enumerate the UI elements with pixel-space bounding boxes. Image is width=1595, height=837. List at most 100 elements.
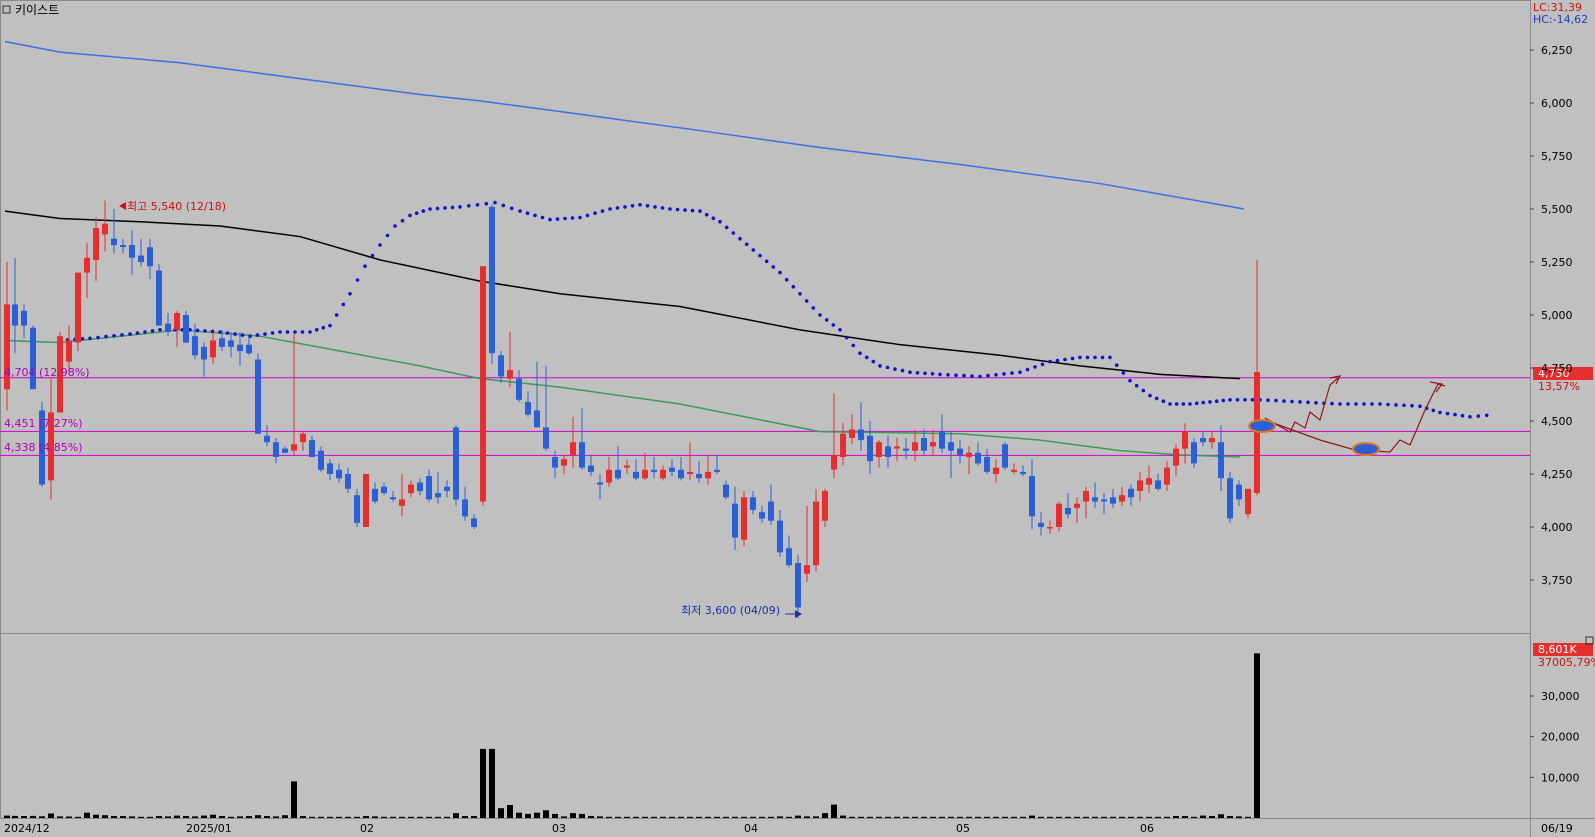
- parabolic-sar-dot: [378, 243, 382, 247]
- parabolic-sar-dot: [962, 373, 966, 378]
- price-tick-label: 5,250: [1541, 256, 1573, 269]
- parabolic-sar-dot: [851, 343, 856, 348]
- candle-body: [813, 501, 819, 566]
- parabolic-sar-dot: [509, 206, 514, 211]
- candle-body: [1038, 522, 1044, 527]
- volume-bar: [1128, 816, 1134, 818]
- volume-bar: [399, 816, 405, 818]
- volume-bar: [1236, 816, 1242, 818]
- volume-bar: [525, 813, 531, 818]
- date-tick-2024-12: 2024/12: [4, 822, 50, 835]
- window-toggle-icon[interactable]: [2, 5, 11, 14]
- volume-bar: [741, 816, 747, 818]
- candle-body: [84, 257, 90, 273]
- candle-body: [1137, 480, 1143, 491]
- volume-bar: [948, 816, 954, 818]
- candle-body: [1101, 499, 1107, 502]
- candle-body: [282, 448, 288, 453]
- candle-body: [1065, 507, 1071, 515]
- parabolic-sar-dot: [1154, 396, 1159, 401]
- candle-body: [336, 469, 342, 479]
- volume-bar: [453, 813, 459, 818]
- parabolic-sar-dot: [1100, 355, 1105, 360]
- volume-bar: [786, 816, 792, 818]
- parabolic-sar-dot: [1282, 399, 1286, 403]
- volume-bar: [867, 816, 873, 818]
- candle-body: [732, 503, 738, 538]
- volume-bar: [219, 816, 225, 818]
- volume-bar: [777, 816, 783, 818]
- parabolic-sar-dot: [188, 328, 192, 332]
- volume-bar: [102, 815, 108, 818]
- candle-body: [363, 474, 369, 527]
- volume-bar: [669, 816, 675, 818]
- parabolic-sar-dot: [1085, 355, 1090, 360]
- parabolic-sar-dot: [864, 355, 869, 360]
- candle-body: [129, 245, 135, 258]
- parabolic-sar-dot: [1208, 400, 1212, 404]
- level-label-1: 4,704 (12.98%): [4, 366, 90, 379]
- level-label-2: 4,451 (7.27%): [4, 417, 83, 430]
- parabolic-sar-dot: [321, 325, 326, 330]
- volume-bar: [687, 816, 693, 818]
- volume-bar: [111, 816, 117, 818]
- volume-bar: [255, 815, 261, 818]
- volume-bar: [1227, 816, 1233, 818]
- candle-body: [804, 565, 810, 574]
- parabolic-sar-dot: [1394, 403, 1398, 407]
- candle-body: [66, 340, 72, 362]
- parabolic-sar-dot: [1228, 398, 1232, 402]
- parabolic-sar-dot: [1214, 399, 1219, 404]
- candle-body: [1164, 467, 1170, 485]
- candle-body: [705, 471, 711, 479]
- parabolic-sar-dot: [764, 259, 769, 264]
- candle-body: [426, 476, 432, 500]
- parabolic-sar-dot: [450, 205, 455, 210]
- parabolic-sar-dot: [1476, 414, 1481, 418]
- volume-bar: [57, 816, 63, 818]
- volume-pane-close-icon[interactable]: [1585, 636, 1594, 645]
- volume-bar: [507, 805, 513, 818]
- parabolic-sar-dot: [1386, 402, 1390, 407]
- parabolic-sar-dot: [645, 204, 650, 208]
- parabolic-sar-dot: [771, 265, 776, 269]
- candle-body: [192, 336, 198, 356]
- price-tick-label: 3,750: [1541, 574, 1573, 587]
- lc-indicator: LC:31,39: [1533, 1, 1582, 14]
- volume-bar: [273, 816, 279, 818]
- candle-body: [885, 446, 891, 457]
- parabolic-sar-dot: [270, 331, 275, 335]
- parabolic-sar-dot: [1033, 365, 1037, 369]
- parabolic-sar-dot: [493, 200, 497, 205]
- candle-body: [264, 435, 270, 443]
- volume-bar: [120, 816, 126, 818]
- candle-body: [273, 442, 279, 457]
- parabolic-sar-dot: [400, 218, 405, 223]
- candle-body: [921, 438, 927, 451]
- price-tick-label: 4,000: [1541, 521, 1573, 534]
- parabolic-sar-dot: [255, 333, 260, 337]
- candle-body: [1092, 497, 1098, 502]
- candle-body: [30, 327, 36, 390]
- parabolic-sar-dot: [1121, 371, 1126, 375]
- candle-body: [147, 247, 153, 267]
- parabolic-sar-dot: [946, 373, 950, 377]
- parabolic-sar-dot: [533, 213, 537, 218]
- candle-body: [993, 467, 999, 474]
- parabolic-sar-dot: [1453, 412, 1457, 417]
- volume-bar: [39, 816, 45, 818]
- parabolic-sar-dot: [1141, 388, 1146, 393]
- parabolic-sar-dot: [704, 212, 709, 217]
- parabolic-sar-dot: [355, 278, 360, 282]
- candle-body: [759, 512, 765, 519]
- candle-body: [390, 497, 396, 500]
- parabolic-sar-dot: [143, 330, 147, 334]
- parabolic-sar-dot: [1201, 400, 1206, 405]
- price-tick-label: 4,500: [1541, 415, 1573, 428]
- volume-bar: [1218, 814, 1224, 818]
- volume-bar: [1155, 816, 1161, 818]
- volume-bar: [939, 816, 945, 818]
- volume-bar: [1146, 816, 1152, 818]
- candle-body: [615, 469, 621, 479]
